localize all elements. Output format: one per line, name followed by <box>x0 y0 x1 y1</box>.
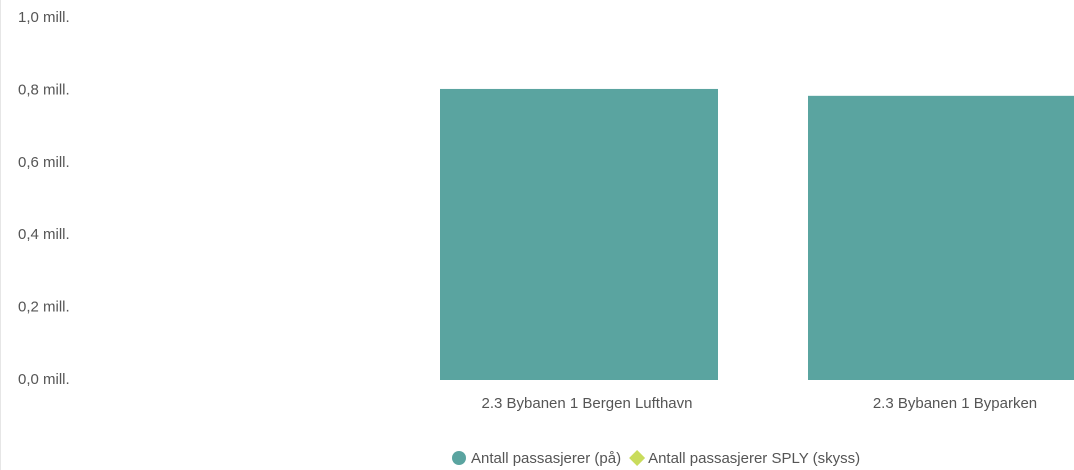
bar <box>808 95 1074 380</box>
y-tick-label: 1,0 mill. <box>18 9 70 26</box>
y-tick-label: 0,4 mill. <box>18 226 70 243</box>
bar <box>440 88 718 381</box>
y-tick-label: 0,6 mill. <box>18 154 70 171</box>
x-tick-label: 2.3 Bybanen 1 Bergen Lufthavn <box>482 395 693 412</box>
y-tick-label: 0,2 mill. <box>18 299 70 316</box>
y-tick-label: 0,8 mill. <box>18 81 70 98</box>
legend-label: Antall passasjerer (på) <box>471 450 621 467</box>
legend-marker <box>452 451 466 465</box>
x-tick-label: 2.3 Bybanen 1 Byparken <box>873 395 1037 412</box>
y-tick-label: 0,0 mill. <box>18 371 70 388</box>
legend-label: Antall passasjerer SPLY (skyss) <box>648 450 860 467</box>
legend-marker <box>629 450 646 466</box>
